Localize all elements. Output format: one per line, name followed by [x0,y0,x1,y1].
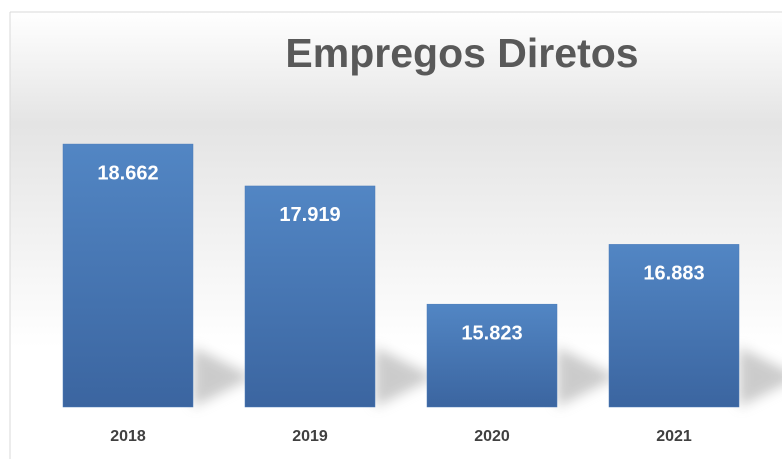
bar-shadow [375,347,435,407]
bar [62,143,194,408]
bar [244,185,376,408]
data-label: 17.919 [279,204,340,226]
bar-shadow [557,347,617,407]
data-label: 16.883 [643,263,704,285]
data-label: 15.823 [461,322,522,344]
bar-shadow [193,347,253,407]
x-tick-label: 2019 [292,428,328,445]
bars: 18.662 17.919 15.823 16.883 [62,143,782,408]
x-tick-label: 2021 [656,428,692,445]
bar [608,244,740,408]
bar-shadow [739,347,782,407]
chart-title: Empregos Diretos [285,30,638,76]
data-label: 18.662 [97,162,158,184]
x-tick-label: 2020 [474,428,510,445]
x-tick-label: 2018 [110,428,146,445]
bar [426,303,558,408]
